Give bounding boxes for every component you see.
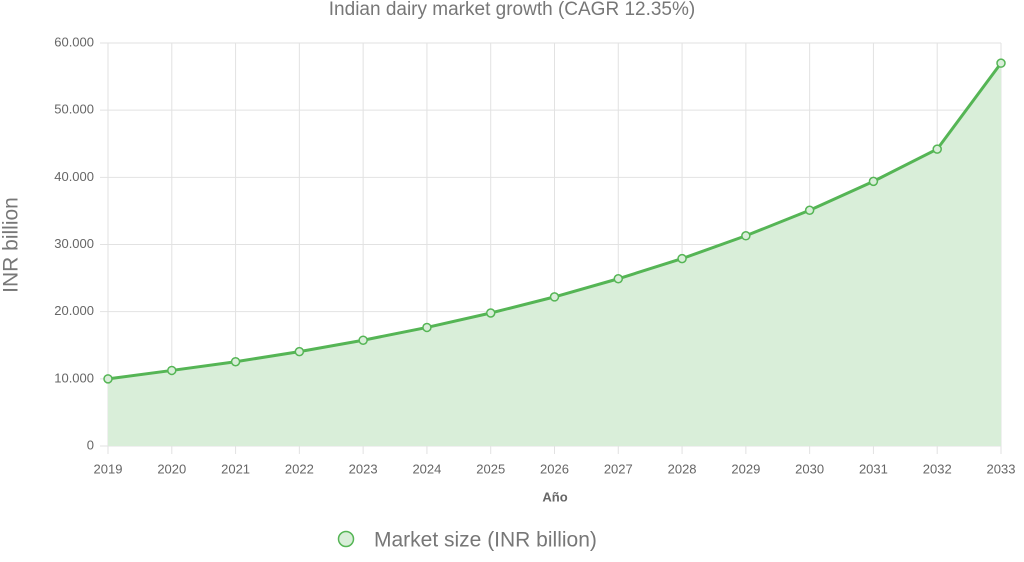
point — [167, 365, 177, 376]
point — [230, 356, 241, 367]
y-tick-label: 20.000 — [54, 303, 94, 318]
x-tick-label: 2030 — [795, 461, 824, 476]
x-tick-label: 2029 — [731, 461, 760, 476]
x-tick-label: 2028 — [668, 461, 697, 476]
y-tick-label: 40.000 — [54, 169, 94, 184]
x-tick-label: 2019 — [94, 461, 123, 476]
x-tick-label: 2025 — [476, 461, 505, 476]
x-tick-label: 2032 — [923, 461, 952, 476]
y-tick-label: 0 — [87, 437, 94, 452]
point — [549, 292, 560, 302]
y-tick-label: 30.000 — [54, 236, 94, 251]
x-tick-label: 2022 — [285, 461, 314, 476]
x-tick-label: 2033 — [987, 461, 1016, 476]
x-tick-label: 2027 — [604, 461, 633, 476]
legend-swatch — [337, 530, 355, 548]
point — [932, 144, 942, 154]
legend-label: Market size (INR billion) — [374, 529, 597, 552]
x-tick-label: 2031 — [859, 461, 888, 476]
point — [677, 253, 687, 264]
point — [741, 231, 751, 241]
point — [358, 335, 368, 345]
chart-title: Indian dairy market growth (CAGR 12.35%) — [329, 0, 695, 20]
x-axis-title: Año — [542, 489, 567, 504]
area — [108, 63, 1001, 447]
point — [485, 308, 496, 318]
point — [996, 58, 1006, 68]
point — [422, 322, 432, 333]
x-tick-label: 2024 — [412, 461, 441, 476]
point — [294, 346, 305, 357]
x-tick-label: 2020 — [157, 461, 186, 476]
point — [804, 205, 815, 215]
point — [103, 374, 113, 384]
point — [613, 274, 624, 284]
y-tick-label: 60.000 — [54, 34, 94, 49]
y-tick-label: 10.000 — [54, 370, 94, 385]
y-tick-label: 50.000 — [54, 102, 94, 117]
point — [868, 176, 879, 187]
x-tick-label: 2021 — [221, 461, 250, 476]
y-axis-title: INR billion — [0, 197, 23, 293]
x-tick-label: 2023 — [349, 461, 378, 476]
x-tick-label: 2026 — [540, 461, 569, 476]
